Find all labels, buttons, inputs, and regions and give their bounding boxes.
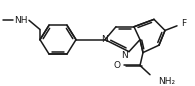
Text: O: O (114, 61, 121, 70)
Text: NH: NH (14, 16, 28, 25)
Text: NH₂: NH₂ (158, 77, 175, 86)
Text: N: N (102, 35, 108, 44)
Text: F: F (181, 19, 186, 28)
Text: N: N (121, 51, 127, 60)
